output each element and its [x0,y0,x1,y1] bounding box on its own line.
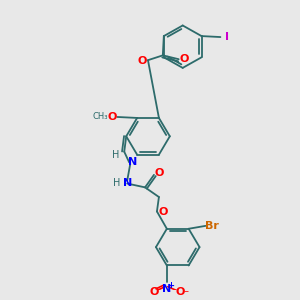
Text: H: H [112,178,120,188]
Text: O: O [154,168,164,178]
Text: O: O [149,286,159,296]
Text: Br: Br [206,221,219,231]
Text: O: O [175,286,184,296]
Text: ⁻: ⁻ [183,290,188,299]
Text: N: N [162,284,172,294]
Text: O: O [137,56,147,66]
Text: O: O [180,54,189,64]
Text: N: N [128,157,137,167]
Text: CH₃: CH₃ [93,112,108,122]
Text: H: H [112,150,119,160]
Text: +: + [167,281,174,290]
Text: I: I [225,32,229,42]
Text: O: O [108,112,117,122]
Text: O: O [158,207,168,218]
Text: N: N [123,178,132,188]
